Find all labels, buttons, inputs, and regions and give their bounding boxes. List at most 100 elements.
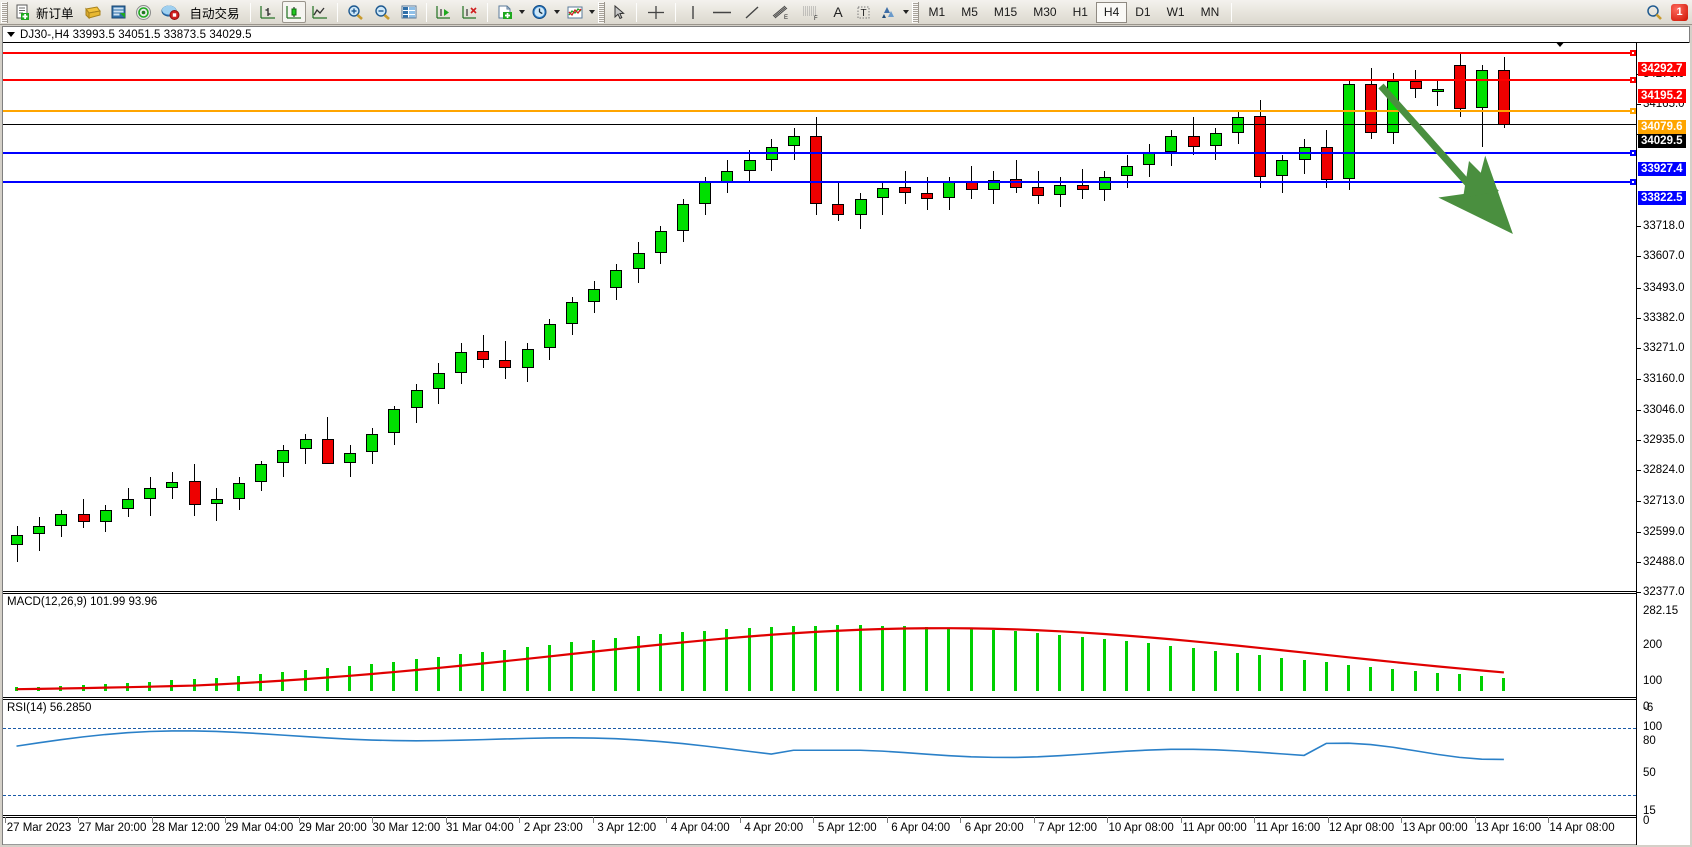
level-line-handle[interactable] <box>1630 108 1636 115</box>
macd-bar <box>836 625 840 691</box>
search-button[interactable] <box>1642 1 1667 23</box>
toolbar-grip-2[interactable] <box>597 1 605 23</box>
price-level-line-resistance[interactable] <box>3 50 1636 57</box>
candle-body-down <box>1365 83 1378 134</box>
indicators-dropdown-arrow[interactable] <box>518 1 527 23</box>
horizontal-line-button[interactable] <box>707 1 737 23</box>
macd-bar <box>1258 655 1262 691</box>
price-level-line-last-price[interactable] <box>3 124 1636 126</box>
auto-trading-button[interactable]: 自动交易 <box>185 1 245 23</box>
toolbar-grip[interactable] <box>1 1 8 23</box>
price-level-badge-resistance[interactable]: 34195.2 <box>1638 88 1686 103</box>
svg-text:T: T <box>860 8 866 19</box>
macd-bar <box>1191 648 1195 691</box>
timeframe-h1[interactable]: H1 <box>1072 5 1088 19</box>
candle <box>1076 43 1089 591</box>
timeframe-w1[interactable]: W1 <box>1166 5 1185 19</box>
notification-badge[interactable]: 1 <box>1671 3 1688 21</box>
price-level-line-support[interactable] <box>3 178 1636 185</box>
cursor-icon <box>614 4 625 19</box>
templates-button[interactable] <box>563 1 587 23</box>
time-axis-label: 10 Apr 08:00 <box>1108 822 1174 834</box>
macd-bar <box>1324 662 1328 691</box>
search-icon <box>1647 4 1662 20</box>
candle-wick <box>38 516 40 552</box>
wallet-button[interactable] <box>81 1 105 23</box>
trendline-button[interactable] <box>739 1 765 23</box>
price-level-badge-support[interactable]: 33927.4 <box>1638 161 1686 176</box>
price-axis-tick <box>1637 287 1641 289</box>
objects-dropdown-arrow[interactable] <box>902 1 911 23</box>
candle-wick <box>327 417 329 450</box>
level-line-handle[interactable] <box>1630 149 1636 156</box>
candle <box>210 43 223 591</box>
toolbar-grip-3[interactable] <box>911 1 919 23</box>
rsi-level-15 <box>3 794 1636 796</box>
price-pane[interactable] <box>3 43 1636 592</box>
timeframe-mn[interactable]: MN <box>1200 5 1220 19</box>
timeframe-m5[interactable]: M5 <box>961 5 978 19</box>
market-watch-button[interactable] <box>158 1 183 23</box>
terminal-button[interactable] <box>107 1 130 23</box>
price-axis[interactable]: 34276.034165.034054.033718.033607.033493… <box>1636 43 1690 845</box>
new-order-button[interactable]: 新订单 <box>11 1 79 23</box>
text-label-button[interactable]: T <box>852 1 875 23</box>
period-button[interactable] <box>528 1 552 23</box>
timeframe-m15[interactable]: M15 <box>993 5 1018 19</box>
objects-button[interactable] <box>877 1 901 23</box>
level-line-handle[interactable] <box>1630 50 1636 57</box>
time-axis-separator <box>1548 817 1549 823</box>
price-level-badge-pivot[interactable]: 34079.6 <box>1638 120 1686 135</box>
candle-body-up <box>11 534 23 545</box>
indicators-button[interactable] <box>493 1 517 23</box>
period-dropdown-arrow[interactable] <box>553 1 562 23</box>
object-marker-caret-icon[interactable] <box>1554 43 1566 47</box>
timeframe-m1[interactable]: M1 <box>928 5 946 19</box>
templates-dropdown-arrow[interactable] <box>588 1 597 23</box>
line-chart-button[interactable] <box>308 1 332 23</box>
fibonacci-button[interactable]: F <box>797 1 825 23</box>
macd-bar <box>947 627 951 691</box>
candle-wick <box>1015 160 1017 194</box>
timeframe-d1[interactable]: D1 <box>1135 5 1151 19</box>
bar-chart-button[interactable] <box>256 1 280 23</box>
candle <box>1387 43 1400 591</box>
autoscroll-button[interactable] <box>432 1 456 23</box>
candlestick-chart-button[interactable] <box>281 1 306 23</box>
svg-text:E: E <box>784 15 788 21</box>
price-level-badge-support[interactable]: 33822.5 <box>1638 190 1686 205</box>
macd-axis-label: 282.15 <box>1643 605 1679 617</box>
candle <box>1143 43 1156 591</box>
time-axis-separator <box>1327 817 1329 823</box>
macd-pane[interactable]: MACD(12,26,9) 101.99 93.96 <box>3 593 1636 698</box>
cursor-button[interactable] <box>608 1 631 23</box>
equidistant-channel-button[interactable]: E <box>767 1 795 23</box>
navigator-button[interactable] <box>132 1 156 23</box>
data-window-button[interactable] <box>397 1 421 23</box>
timeframe-m30[interactable]: M30 <box>1033 5 1057 19</box>
level-line-handle[interactable] <box>1630 178 1636 185</box>
time-axis[interactable]: 27 Mar 2023 27 Mar 20:00 28 Mar 12:00 29 Ma… <box>3 817 1636 845</box>
price-level-badge-last-price[interactable]: 34029.5 <box>1638 134 1686 149</box>
price-axis-tick-label: 33046.0 <box>1643 403 1685 416</box>
candle <box>122 43 134 591</box>
chart-shift-button[interactable] <box>458 1 482 23</box>
price-level-line-pivot[interactable] <box>3 108 1636 115</box>
price-level-line-resistance[interactable] <box>3 76 1636 83</box>
rsi-pane[interactable]: RSI(14) 56.2850 <box>3 699 1636 816</box>
price-level-line-support[interactable] <box>3 149 1636 156</box>
level-line-handle[interactable] <box>1630 76 1636 83</box>
zoom-out-button[interactable] <box>370 1 395 23</box>
vertical-line-button[interactable] <box>681 1 705 23</box>
candle <box>699 43 712 591</box>
candle <box>255 43 268 591</box>
time-axis-separator <box>739 817 741 823</box>
timeframe-h4[interactable]: H4 <box>1095 1 1128 23</box>
time-axis-separator <box>886 817 888 823</box>
crosshair-button[interactable] <box>642 1 670 23</box>
price-level-badge-resistance[interactable]: 34292.7 <box>1638 62 1686 77</box>
text-button[interactable]: A <box>827 1 850 23</box>
macd-bar <box>1014 631 1017 691</box>
zoom-in-button[interactable] <box>343 1 368 23</box>
chart-menu-caret-icon[interactable] <box>7 32 15 37</box>
